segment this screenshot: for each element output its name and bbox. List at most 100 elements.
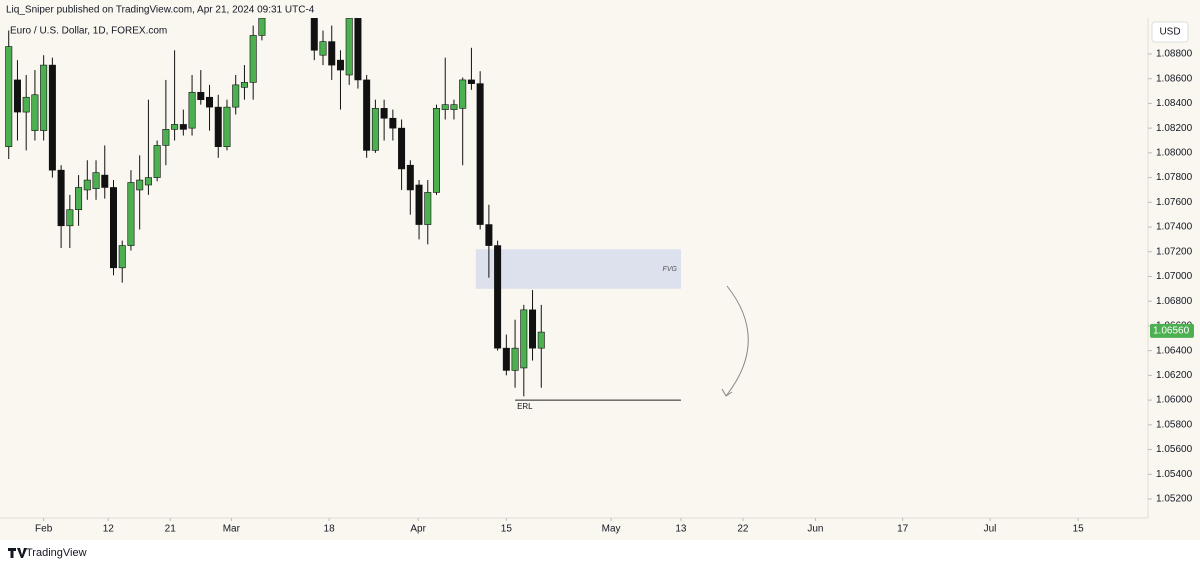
candle-body [83,179,91,191]
candle-body [232,84,240,108]
candle-body [197,91,205,101]
candle-body [214,106,222,147]
candle-body [433,108,441,193]
candle-body [485,224,493,246]
x-tick-label: Apr [410,524,426,535]
fvg-label: FVG [663,266,678,273]
candle-body [529,309,537,349]
y-tick-label: 1.07400 [1156,222,1193,233]
x-tick-label: 17 [897,524,909,535]
candle-body [380,108,388,119]
last-price-box [1150,323,1194,338]
candle-body [40,64,48,131]
currency[interactable]: USD [1159,27,1180,38]
arrow-curve [725,285,749,397]
x-tick-label: 15 [1073,524,1085,535]
footer-bar [0,540,1200,565]
candle-body [415,184,423,225]
candle-body [31,94,39,131]
y-tick-label: 1.08600 [1156,73,1193,84]
candle-body [520,309,528,369]
plot-area [5,18,681,401]
y-tick-label: 1.06000 [1156,395,1193,406]
candle-body [424,192,432,225]
y-tick-label: 1.05600 [1156,444,1193,455]
candle-body [476,83,484,225]
y-tick-label: 1.08400 [1156,98,1193,109]
candle-body [57,169,65,227]
candle-body [336,59,344,71]
candle-body [258,18,266,36]
candle-body [162,129,170,146]
candle-body [171,124,179,130]
candle-body [511,347,519,371]
candle-body [371,108,379,151]
candle-body [537,331,545,349]
y-tick-label: 1.06400 [1156,345,1193,356]
candle-body [206,96,214,108]
last-price-label: 1.06560 [1153,325,1190,336]
x-tick-label: 18 [324,524,336,535]
candle-body [153,145,161,178]
x-tick-label: Jul [984,524,997,535]
candle-body [13,79,21,113]
candle-body [101,174,109,188]
candle-body [118,245,126,269]
x-tick-label: 12 [103,524,115,535]
candle-body [494,245,502,349]
candle-body [66,209,74,227]
x-tick-label: Mar [223,524,241,535]
candle-body [389,117,397,129]
candle-body [136,179,144,191]
candle-body [144,177,152,186]
candle-body [5,46,13,147]
fvg-zone [475,249,681,289]
candle-body [249,35,257,83]
x-tick-label: 15 [501,524,513,535]
x-tick-label: Feb [35,524,53,535]
x-tick-label: 21 [165,524,177,535]
y-tick-label: 1.05800 [1156,419,1193,430]
candle-body [179,124,187,130]
footer-brand: TradingView [26,547,87,559]
candle-body [459,79,467,109]
candle-body [450,104,458,110]
candle-body [240,82,248,88]
y-tick-label: 1.05400 [1156,469,1193,480]
candle-body [406,164,414,191]
y-tick-label: 1.06800 [1156,296,1193,307]
candle-body [354,18,362,81]
header: Liq_Sniper published on TradingView.com,… [6,5,315,16]
y-tick-label: 1.07000 [1156,271,1193,282]
y-tick-label: 1.07600 [1156,197,1193,208]
candle-body [75,187,83,211]
candle-body [310,18,318,51]
y-tick-label: 1.06200 [1156,370,1193,381]
candle-body [92,172,100,190]
y-tick-label: 1.08200 [1156,123,1193,134]
x-tick-label: 22 [737,524,749,535]
y-tick-label: 1.05200 [1156,494,1193,505]
tradingview-logo [8,548,27,558]
candle-body [48,64,56,171]
candle-body [467,79,475,84]
candle-body [363,79,371,151]
candle-body [345,18,353,76]
candle-body [109,187,117,269]
candle-body [319,41,327,56]
x-tick-label: May [602,524,621,535]
candle-body [127,182,135,246]
arrow-head [721,388,733,397]
x-tick-label: 13 [675,524,687,535]
erl-label: ERL [517,402,533,411]
y-tick-label: 1.07800 [1156,172,1193,183]
candle-body [22,96,30,113]
candle-body [502,347,510,371]
currency-button[interactable] [1151,21,1189,43]
candle-body [441,104,449,110]
candle-body [188,91,196,129]
candle-body [223,106,231,147]
candle-body [328,41,336,66]
symbol-title: Euro / U.S. Dollar, 1D, FOREX.com [10,26,167,37]
